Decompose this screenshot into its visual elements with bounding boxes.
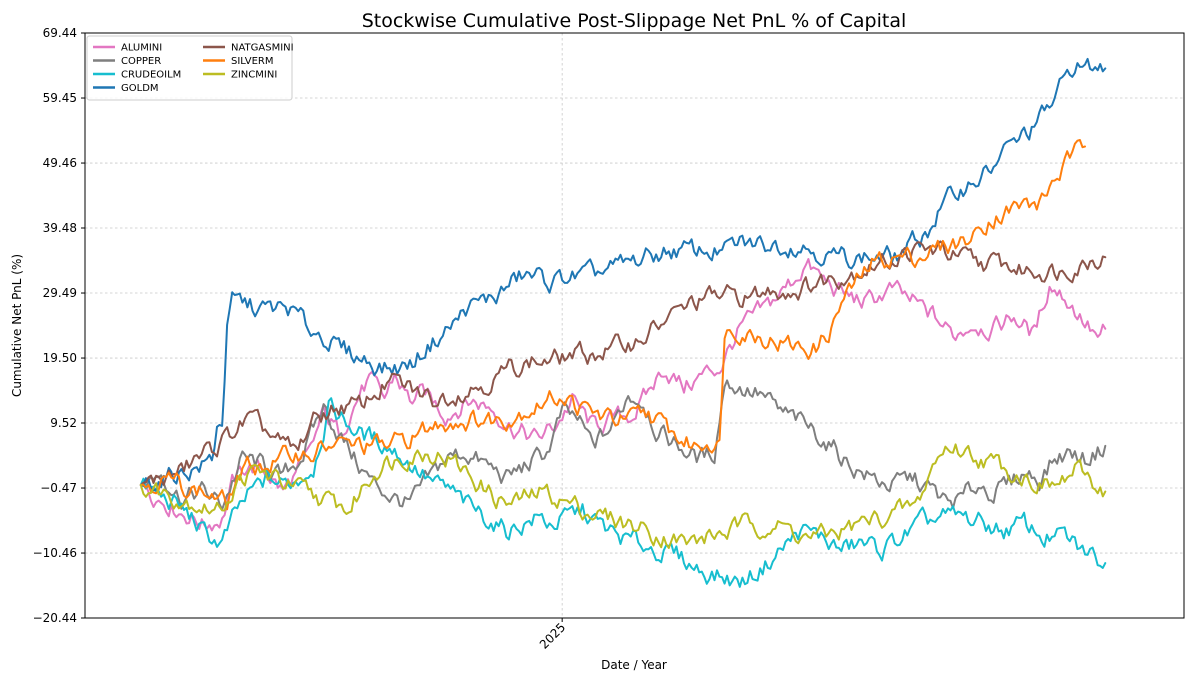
y-tick-label: −0.47: [40, 481, 77, 495]
legend-label: ALUMINI: [121, 43, 162, 54]
legend-item-copper[interactable]: COPPER: [93, 56, 161, 67]
legend-item-crudeoilm[interactable]: CRUDEOILM: [93, 70, 181, 81]
chart-title: Stockwise Cumulative Post-Slippage Net P…: [362, 10, 907, 32]
series-lines: [139, 57, 1107, 588]
legend-box: [86, 35, 293, 101]
y-tick-label: 69.44: [43, 26, 77, 40]
y-tick-label: 59.45: [43, 91, 77, 105]
legend-label: SILVERM: [231, 56, 274, 67]
series-line-silverm: [139, 139, 1086, 511]
legend[interactable]: ALUMINI COPPER CRUDEOILM GOLDM NATGASMINI SIL…: [86, 35, 294, 101]
y-tick-label: 49.46: [43, 156, 77, 170]
legend-item-natgasmini[interactable]: NATGASMINI: [203, 43, 294, 54]
y-tick-label: −20.44: [33, 611, 77, 625]
legend-item-goldm[interactable]: GOLDM: [93, 83, 159, 94]
plot-frame: [84, 32, 1185, 619]
grid: [85, 33, 1184, 618]
legend-item-zincmini[interactable]: ZINCMINI: [203, 70, 277, 81]
legend-label: COPPER: [121, 56, 161, 67]
series-line-crudeoilm: [139, 397, 1107, 588]
legend-label: CRUDEOILM: [121, 70, 181, 81]
y-tick-label: 39.48: [43, 221, 77, 235]
legend-label: GOLDM: [121, 83, 159, 94]
y-tick-label: 19.50: [43, 351, 77, 365]
series-line-zincmini: [139, 443, 1107, 549]
y-tick-label: 29.49: [43, 286, 77, 300]
series-line-natgasmini: [139, 240, 1107, 486]
legend-item-silverm[interactable]: SILVERM: [203, 56, 274, 67]
series-line-copper: [139, 379, 1107, 511]
y-tick-label: 9.52: [50, 416, 77, 430]
axes: −20.44 −10.46 −0.47 9.52 19.50 29.49 39.48 49.4…: [33, 26, 569, 652]
legend-label: ZINCMINI: [231, 70, 277, 81]
x-axis-label: Date / Year: [601, 658, 667, 672]
y-tick-label: −10.46: [33, 546, 77, 560]
series-line-goldm: [139, 57, 1107, 492]
legend-label: NATGASMINI: [231, 43, 294, 54]
legend-item-alumini[interactable]: ALUMINI: [93, 43, 162, 54]
y-axis-label: Cumulative Net PnL (%): [10, 254, 24, 397]
